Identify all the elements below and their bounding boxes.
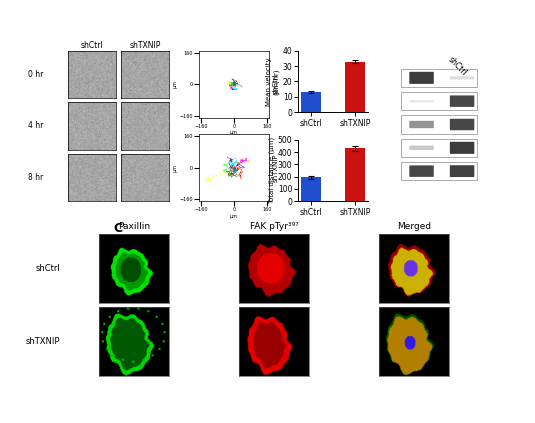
FancyBboxPatch shape — [409, 100, 434, 102]
Title: FAK pTyr³⁹⁷: FAK pTyr³⁹⁷ — [250, 222, 299, 231]
Text: shCtrl: shCtrl — [446, 55, 469, 78]
Title: Paxillin: Paxillin — [118, 222, 150, 231]
Y-axis label: μm: μm — [173, 164, 178, 172]
Title: shTXNIP: shTXNIP — [129, 41, 160, 50]
Y-axis label: shTXNIP: shTXNIP — [26, 337, 60, 346]
Text: C: C — [113, 222, 123, 235]
Title: shCtrl: shCtrl — [81, 41, 103, 50]
Y-axis label: 8 hr: 8 hr — [28, 173, 43, 182]
FancyBboxPatch shape — [401, 139, 477, 157]
FancyBboxPatch shape — [450, 96, 475, 107]
FancyBboxPatch shape — [450, 142, 475, 154]
Title: Merged: Merged — [397, 222, 431, 231]
FancyBboxPatch shape — [401, 69, 477, 87]
Y-axis label: shCtrl: shCtrl — [36, 264, 60, 273]
Bar — [301, 92, 321, 112]
Y-axis label: μm: μm — [173, 80, 178, 88]
FancyBboxPatch shape — [401, 115, 477, 134]
FancyBboxPatch shape — [409, 165, 434, 177]
Text: shTXNIP: shTXNIP — [273, 154, 279, 182]
Bar — [301, 177, 321, 201]
FancyBboxPatch shape — [409, 72, 434, 84]
Y-axis label: Mean velocity
(μm/hr): Mean velocity (μm/hr) — [266, 57, 280, 106]
FancyBboxPatch shape — [450, 165, 475, 177]
FancyBboxPatch shape — [401, 92, 477, 110]
Y-axis label: 4 hr: 4 hr — [28, 121, 43, 131]
Y-axis label: 0 hr: 0 hr — [28, 70, 43, 79]
Bar — [345, 61, 365, 112]
Y-axis label: Total distance (μm): Total distance (μm) — [269, 137, 275, 204]
FancyBboxPatch shape — [409, 146, 434, 150]
X-axis label: μm: μm — [230, 214, 238, 219]
FancyBboxPatch shape — [450, 76, 475, 80]
FancyBboxPatch shape — [401, 162, 477, 180]
FancyBboxPatch shape — [409, 121, 434, 128]
Bar — [345, 148, 365, 201]
X-axis label: μm: μm — [230, 130, 238, 135]
Text: shCtrl: shCtrl — [273, 74, 279, 94]
FancyBboxPatch shape — [450, 119, 475, 130]
